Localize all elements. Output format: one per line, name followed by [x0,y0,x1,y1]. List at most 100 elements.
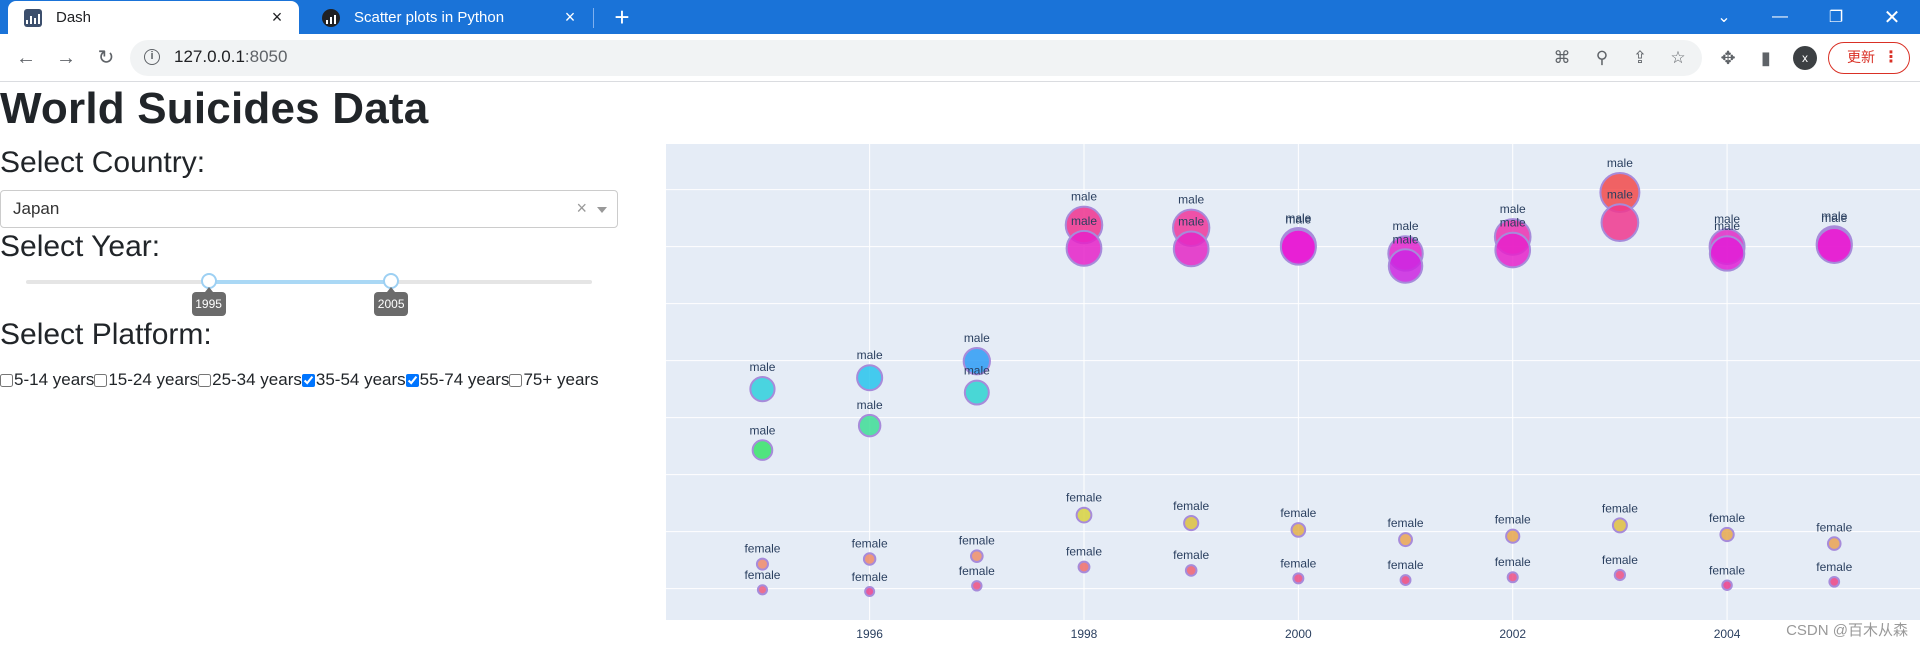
chevron-down-icon[interactable] [597,207,607,213]
data-point-label: female [744,568,780,582]
data-point [1172,230,1210,268]
data-point-label: female [1280,506,1316,520]
age-checkbox[interactable] [0,373,13,387]
data-point-label: male [749,360,775,374]
restore-icon[interactable]: ❐ [1828,9,1844,26]
age-option[interactable]: 75+ years [509,370,599,390]
slider-track-range [208,280,392,284]
url-text: 127.0.0.1:8050 [174,47,288,66]
data-point [1613,568,1627,582]
scatter-plot[interactable]: 199619982000200220042k3k4k5k6k7k8k9kmale… [666,144,1920,646]
platform-label: Select Platform: [0,318,212,351]
x-tick-label: 1998 [1071,627,1098,641]
data-point [1077,560,1091,574]
tab-title: Scatter plots in Python [354,9,505,26]
bookmark-star-icon[interactable]: ☆ [1670,48,1686,67]
country-dropdown[interactable]: Japan × [0,190,618,228]
extensions-icon[interactable]: ✥ [1720,48,1736,68]
data-point-label: male [749,423,775,437]
data-point-label: male [1821,211,1847,225]
data-point-label: male [1071,190,1097,204]
data-point-label: female [1173,548,1209,562]
tab-scatter-plots[interactable]: Scatter plots in Python × [306,1,592,34]
data-point-label: female [1816,560,1852,574]
data-point-label: female [1709,563,1745,577]
country-value: Japan [13,199,60,218]
browser-toolbar: ← → ↻ i 127.0.0.1:8050 ⌘ ⚲ ⇪ ☆ ✥ ▮ x 更新 … [0,34,1920,82]
data-point-label: male [1071,214,1097,228]
page-title: World Suicides Data [0,84,429,133]
data-point [1611,517,1628,534]
zoom-icon[interactable]: ⚲ [1595,48,1609,67]
data-point-label: female [1280,556,1316,570]
data-point [1506,571,1519,584]
age-option[interactable]: 35-54 years [301,370,406,390]
age-option[interactable]: 55-74 years [405,370,510,390]
data-point [756,584,769,596]
close-tab-icon[interactable]: × [564,7,576,27]
age-checkbox[interactable] [301,373,315,387]
year-range-slider[interactable]: 1995 2005 [26,273,592,316]
age-checkbox[interactable] [198,373,212,387]
minimize-icon[interactable]: — [1772,8,1788,25]
data-point-label: female [744,542,780,556]
data-point [749,376,776,403]
close-tab-icon[interactable]: × [271,7,283,27]
tab-search-icon[interactable]: ⌄ [1717,9,1731,26]
data-point-label: male [1285,213,1311,227]
data-point-label: female [1495,555,1531,569]
data-point [1398,532,1413,548]
data-point [862,552,877,566]
tab-separator [593,8,594,28]
browser-tab-bar: Dash × Scatter plots in Python × + ⌄ — ❐… [0,0,1920,34]
data-point [1828,575,1841,588]
data-point [1065,229,1103,267]
data-point-label: female [1709,511,1745,525]
data-point [1183,515,1200,532]
data-point [969,549,984,563]
reload-icon[interactable]: ↻ [97,47,115,69]
age-checkbox[interactable] [509,373,523,387]
x-tick-label: 1996 [856,627,883,641]
data-point-label: male [1178,193,1204,207]
clear-icon[interactable]: × [576,198,587,218]
data-point [857,413,882,438]
data-point-label: male [1393,219,1419,233]
side-panel-icon[interactable]: ▮ [1761,48,1771,68]
data-point [856,364,884,392]
data-point-label: female [1388,516,1424,530]
window-close-icon[interactable]: ✕ [1883,6,1901,29]
age-option[interactable]: 15-24 years [94,370,198,390]
back-icon[interactable]: ← [16,47,36,69]
data-point [962,347,991,376]
site-info-icon[interactable]: i [144,49,160,65]
data-point-label: male [1500,216,1526,230]
forward-icon[interactable]: → [56,47,76,69]
data-point-label: male [1393,232,1419,246]
data-point-label: male [964,331,990,345]
age-option-label: 55-74 years [419,370,510,389]
tab-dash[interactable]: Dash × [8,1,299,34]
profile-avatar[interactable]: x [1793,46,1817,70]
translate-icon[interactable]: ⌘ [1553,48,1571,67]
update-button[interactable]: 更新 ⋮ [1828,42,1910,74]
data-point-label: female [1495,513,1531,527]
age-option[interactable]: 25-34 years [198,370,302,390]
tab-title: Dash [56,9,92,26]
age-checklist: 5-14 years 15-24 years 25-34 years 35-54 ye… [0,370,599,390]
age-checkbox[interactable] [94,373,108,387]
country-label: Select Country: [0,146,206,179]
address-bar[interactable]: i 127.0.0.1:8050 ⌘ ⚲ ⇪ ☆ [130,40,1702,76]
data-point [1600,203,1640,243]
data-point [1721,579,1733,591]
share-icon[interactable]: ⇪ [1632,48,1648,67]
age-option-label: 15-24 years [108,370,199,389]
new-tab-button[interactable]: + [614,2,630,32]
data-point [1292,572,1305,585]
data-point [1708,235,1746,272]
data-point-label: female [852,570,888,584]
age-option[interactable]: 5-14 years [0,370,94,390]
dash-favicon-icon [24,8,42,27]
age-checkbox[interactable] [405,373,419,387]
data-point-label: male [964,364,990,378]
